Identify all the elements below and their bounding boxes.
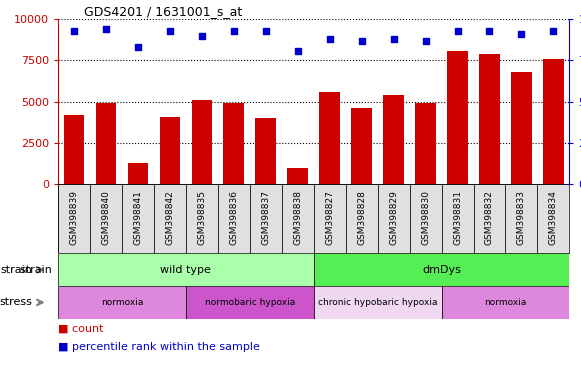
- Text: GSM398828: GSM398828: [357, 190, 366, 245]
- FancyBboxPatch shape: [186, 286, 314, 319]
- Text: stress: stress: [0, 297, 32, 308]
- FancyBboxPatch shape: [314, 184, 346, 253]
- Point: [517, 31, 526, 37]
- FancyBboxPatch shape: [537, 184, 569, 253]
- Text: GSM398827: GSM398827: [325, 190, 334, 245]
- Bar: [160, 117, 180, 184]
- FancyBboxPatch shape: [58, 253, 314, 286]
- Point: [293, 48, 302, 54]
- Text: GSM398838: GSM398838: [293, 190, 302, 245]
- Text: GSM398841: GSM398841: [134, 190, 142, 245]
- FancyBboxPatch shape: [346, 184, 378, 253]
- Text: GSM398831: GSM398831: [453, 190, 462, 245]
- Text: ■ percentile rank within the sample: ■ percentile rank within the sample: [58, 342, 260, 352]
- FancyBboxPatch shape: [218, 184, 250, 253]
- FancyBboxPatch shape: [410, 184, 442, 253]
- FancyBboxPatch shape: [250, 184, 282, 253]
- Text: GSM398840: GSM398840: [102, 190, 110, 245]
- Text: GSM398837: GSM398837: [261, 190, 270, 245]
- Bar: [479, 54, 500, 184]
- Text: wild type: wild type: [160, 265, 211, 275]
- FancyBboxPatch shape: [314, 286, 442, 319]
- FancyBboxPatch shape: [442, 286, 569, 319]
- FancyBboxPatch shape: [122, 184, 154, 253]
- Point: [229, 28, 238, 34]
- FancyBboxPatch shape: [314, 253, 569, 286]
- Bar: [415, 103, 436, 184]
- Text: normobaric hypoxia: normobaric hypoxia: [205, 298, 295, 307]
- Point: [357, 38, 366, 44]
- Point: [389, 36, 398, 42]
- FancyBboxPatch shape: [505, 184, 537, 253]
- Bar: [320, 92, 340, 184]
- Bar: [543, 59, 564, 184]
- Text: GDS4201 / 1631001_s_at: GDS4201 / 1631001_s_at: [84, 5, 242, 18]
- Point: [134, 44, 143, 50]
- FancyBboxPatch shape: [58, 286, 186, 319]
- Point: [325, 36, 335, 42]
- Text: GSM398834: GSM398834: [549, 190, 558, 245]
- Text: strain: strain: [20, 265, 55, 275]
- Text: strain: strain: [0, 265, 32, 275]
- Text: normoxia: normoxia: [485, 298, 526, 307]
- Bar: [96, 103, 116, 184]
- Bar: [352, 108, 372, 184]
- Point: [261, 28, 271, 34]
- Text: GSM398832: GSM398832: [485, 190, 494, 245]
- Point: [70, 28, 79, 34]
- Text: dmDys: dmDys: [422, 265, 461, 275]
- Bar: [256, 118, 276, 184]
- FancyBboxPatch shape: [378, 184, 410, 253]
- FancyBboxPatch shape: [474, 184, 505, 253]
- Text: GSM398839: GSM398839: [70, 190, 78, 245]
- Point: [549, 28, 558, 34]
- FancyBboxPatch shape: [58, 184, 90, 253]
- Point: [101, 26, 110, 32]
- Text: GSM398833: GSM398833: [517, 190, 526, 245]
- Text: GSM398835: GSM398835: [198, 190, 206, 245]
- Bar: [64, 115, 84, 184]
- Point: [421, 38, 430, 44]
- Point: [453, 28, 462, 34]
- Point: [197, 33, 207, 39]
- Bar: [224, 103, 244, 184]
- FancyBboxPatch shape: [442, 184, 474, 253]
- FancyBboxPatch shape: [186, 184, 218, 253]
- Text: chronic hypobaric hypoxia: chronic hypobaric hypoxia: [318, 298, 437, 307]
- Text: normoxia: normoxia: [101, 298, 143, 307]
- Text: GSM398836: GSM398836: [229, 190, 238, 245]
- Point: [165, 28, 174, 34]
- Bar: [192, 100, 212, 184]
- FancyBboxPatch shape: [90, 184, 122, 253]
- Point: [485, 28, 494, 34]
- Bar: [288, 168, 308, 184]
- Bar: [511, 72, 532, 184]
- FancyBboxPatch shape: [282, 184, 314, 253]
- Text: GSM398829: GSM398829: [389, 190, 398, 245]
- Text: GSM398830: GSM398830: [421, 190, 430, 245]
- Bar: [128, 163, 148, 184]
- FancyBboxPatch shape: [154, 184, 186, 253]
- Bar: [447, 51, 468, 184]
- Text: GSM398842: GSM398842: [166, 190, 174, 245]
- Bar: [383, 95, 404, 184]
- Text: ■ count: ■ count: [58, 323, 103, 333]
